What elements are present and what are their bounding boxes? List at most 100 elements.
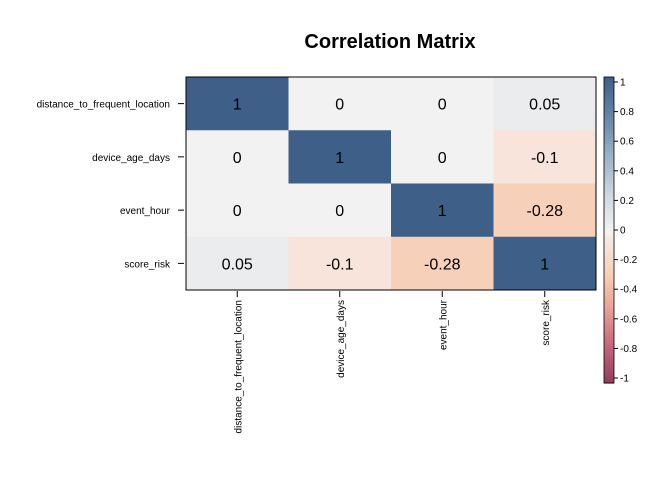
colorbar-segment (604, 132, 614, 136)
colorbar-segment (604, 318, 614, 323)
colorbar-segment (604, 327, 614, 332)
colorbar-segment (604, 98, 614, 103)
heatmap-cell (288, 130, 392, 184)
colorbar-segment (604, 230, 614, 234)
cell-value-label: 0 (233, 150, 242, 167)
colorbar-segment (604, 138, 614, 142)
colorbar-segment (604, 83, 614, 87)
colorbar-segment (604, 306, 614, 311)
colorbar-segment (604, 361, 614, 366)
colorbar-segment (604, 337, 614, 341)
colorbar-segment (604, 129, 614, 133)
colorbar: 1 0.8 0.6 0.4 0.2 0 -0.2 -0.4 -0.6 -0.8 -1 (603, 76, 638, 385)
colorbar-segment (604, 80, 614, 84)
heatmap-cell (493, 183, 597, 238)
heatmap-cell (186, 236, 289, 291)
row-label: device_age_days (92, 153, 170, 164)
colorbar-segment (604, 159, 614, 164)
colorbar-segment (604, 343, 614, 347)
colorbar-segment (604, 101, 614, 106)
colorbar-segment (604, 165, 614, 170)
colorbar-segment (604, 358, 614, 363)
colorbar-segment (604, 223, 614, 228)
colorbar-tick-label: 0.2 (620, 196, 634, 207)
colorbar-segment (604, 202, 614, 207)
heatmap-cell (391, 130, 494, 184)
colorbar-segment (604, 125, 614, 130)
cell-value-label: -0.1 (326, 256, 354, 273)
cell-value-label: 1 (233, 97, 242, 114)
colorbar-segment (604, 116, 614, 121)
colorbar-segment (604, 184, 614, 188)
colorbar-segment (604, 187, 614, 191)
colorbar-segment (604, 177, 614, 182)
cell-value-label: 0 (233, 203, 242, 220)
colorbar-segment (604, 376, 614, 381)
heatmap-cell-labels: 1 0 0 0.05 0 1 0 -0.1 0 0 1 -0.28 0.05 -0.1 -0.28 1 (222, 97, 563, 274)
colorbar-segment (604, 168, 614, 173)
colorbar-segment (604, 355, 614, 360)
cell-value-label: -0.1 (531, 150, 559, 167)
colorbar-segment (604, 291, 614, 295)
colorbar-segment (604, 89, 614, 93)
colorbar-segment (604, 236, 614, 240)
colorbar-segment (604, 144, 614, 148)
column-label: distance_to_frequent_location (233, 300, 244, 433)
colorbar-segment (604, 122, 614, 127)
cell-value-label: 0.05 (529, 97, 560, 114)
colorbar-tick-label: -0.4 (620, 285, 638, 296)
colorbar-segment (604, 199, 614, 204)
colorbar-segment (604, 379, 614, 384)
heatmap-cell (186, 77, 289, 131)
colorbar-tick-label: 0.4 (620, 166, 634, 177)
cell-value-label: 1 (438, 203, 447, 220)
colorbar-segment (604, 217, 614, 222)
colorbar-segment (604, 272, 614, 277)
row-label: score_risk (124, 259, 171, 270)
colorbar-segment (604, 150, 614, 155)
cell-value-label: 1 (540, 256, 549, 273)
colorbar-segment (604, 242, 614, 246)
colorbar-segment (604, 315, 614, 320)
colorbar-segment (604, 263, 614, 268)
colorbar-segment (604, 266, 614, 271)
colorbar-segment (604, 196, 614, 200)
cell-value-label: -0.28 (424, 256, 461, 273)
column-labels: distance_to_frequent_location device_age_… (233, 291, 552, 433)
colorbar-segment (604, 294, 614, 298)
colorbar-segment (604, 309, 614, 314)
colorbar-tick-label: 0.6 (620, 137, 634, 148)
colorbar-segment (604, 233, 614, 237)
colorbar-segment (604, 330, 614, 335)
colorbar-segment (604, 239, 614, 243)
colorbar-segment (604, 205, 614, 210)
heatmap-cell (288, 183, 392, 238)
cell-value-label: 0 (335, 97, 344, 114)
colorbar-segment (604, 303, 614, 308)
heatmap-cells (186, 77, 597, 291)
heatmap-cell (493, 130, 597, 184)
colorbar-segment (604, 95, 614, 100)
colorbar-segment (604, 92, 614, 96)
colorbar-segment (604, 254, 614, 259)
colorbar-segment (604, 278, 614, 283)
colorbar-segment (604, 220, 614, 225)
row-labels: distance_to_frequent_location device_age_… (37, 100, 184, 270)
colorbar-segment (604, 135, 614, 139)
colorbar-segment (604, 282, 614, 286)
heatmap-cell (186, 183, 289, 238)
colorbar-tick-label: -0.6 (620, 314, 638, 325)
colorbar-segment (604, 373, 614, 378)
heatmap-cell (391, 77, 494, 131)
cell-value-label: 1 (335, 150, 344, 167)
colorbar-segment (604, 257, 614, 262)
colorbar-segment (604, 346, 614, 350)
column-label: event_hour (438, 299, 449, 350)
colorbar-segment (604, 340, 614, 344)
colorbar-tick-label: -0.2 (620, 255, 638, 266)
colorbar-segment (604, 260, 614, 265)
heatmap-cell (391, 183, 494, 238)
colorbar-tick-label: 0.8 (620, 107, 634, 118)
colorbar-segment (604, 269, 614, 274)
colorbar-tick-label: -1 (620, 374, 629, 385)
